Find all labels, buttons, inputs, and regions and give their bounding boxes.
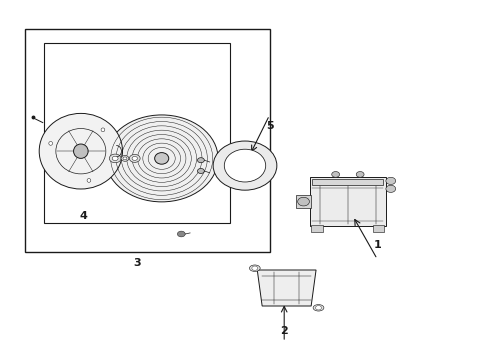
Circle shape: [112, 156, 118, 161]
Text: 3: 3: [133, 258, 141, 268]
Circle shape: [316, 306, 321, 310]
Ellipse shape: [39, 113, 122, 189]
Ellipse shape: [249, 265, 260, 271]
Ellipse shape: [87, 179, 91, 182]
Circle shape: [197, 168, 204, 174]
Text: 2: 2: [280, 326, 288, 336]
Ellipse shape: [101, 128, 105, 132]
Ellipse shape: [213, 141, 277, 190]
Bar: [296, 195, 311, 208]
Circle shape: [197, 158, 204, 163]
Bar: [44, 43, 230, 223]
Ellipse shape: [49, 141, 52, 145]
Text: 5: 5: [266, 121, 273, 131]
Circle shape: [297, 197, 310, 206]
Circle shape: [386, 185, 395, 192]
Ellipse shape: [105, 115, 218, 202]
Bar: [372, 225, 384, 233]
Bar: [312, 225, 323, 233]
Circle shape: [332, 172, 340, 177]
Circle shape: [123, 157, 127, 160]
Circle shape: [109, 154, 121, 163]
Ellipse shape: [224, 149, 266, 182]
Circle shape: [386, 177, 395, 185]
Ellipse shape: [74, 144, 88, 158]
Bar: [310, 177, 386, 226]
Circle shape: [132, 156, 137, 161]
Text: 4: 4: [79, 211, 87, 221]
Circle shape: [121, 156, 129, 161]
Bar: [313, 179, 383, 185]
Ellipse shape: [155, 153, 169, 164]
Ellipse shape: [313, 305, 324, 311]
Circle shape: [177, 231, 185, 237]
Circle shape: [356, 172, 364, 177]
Text: 1: 1: [373, 240, 381, 250]
Polygon shape: [257, 270, 316, 306]
Circle shape: [252, 266, 258, 270]
Circle shape: [129, 154, 140, 162]
Bar: [24, 29, 270, 252]
